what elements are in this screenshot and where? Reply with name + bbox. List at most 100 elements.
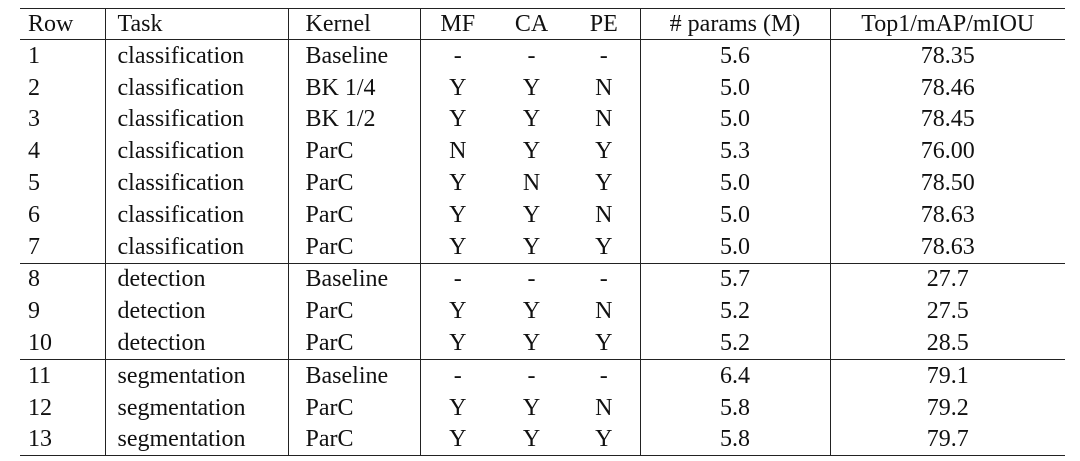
header-cell: Top1/mAP/mIOU: [830, 8, 1065, 40]
table-cell: segmentation: [105, 359, 289, 392]
table-cell: 5.8: [640, 391, 831, 424]
table-cell: N: [568, 295, 641, 328]
table-cell: -: [453, 42, 462, 69]
table-cell: 5.2: [640, 327, 831, 360]
table-cell: N: [449, 138, 467, 165]
table-row: 7 classification ParC Y Y Y 5.0 78.63: [20, 230, 1065, 264]
table-cell: detection: [105, 263, 289, 296]
table-row: 4 classification ParC N Y Y 5.3 76.00: [20, 135, 1065, 168]
table-row: 2 classification BK 1/4 Y Y N 5.0 78.46: [20, 71, 1065, 104]
table-cell: ParC: [288, 167, 421, 199]
table-cell: -: [527, 266, 536, 293]
table-cell: -: [527, 42, 536, 69]
table-cell: 5.2: [640, 295, 831, 328]
table-cell: detection: [105, 295, 289, 328]
table-cell: 9: [20, 295, 106, 328]
table-cell: 78.63: [830, 230, 1065, 264]
table-cell: 79.1: [926, 362, 969, 389]
table-cell: 5.3: [640, 135, 831, 168]
table-cell: -: [453, 266, 462, 293]
table-cell: N: [522, 170, 541, 197]
header-cell: Kernel: [288, 8, 421, 40]
table-cell: ParC: [288, 391, 421, 424]
table-cell: Baseline: [288, 39, 421, 72]
table-cell: Y: [449, 74, 467, 101]
table-cell: classification: [105, 230, 289, 264]
table-cell: classification: [105, 198, 289, 231]
table-cell: ParC: [288, 295, 421, 328]
table-row: 13 segmentation ParC Y Y Y 5.8 79.7: [20, 423, 1065, 457]
table-cell: 78.63: [920, 201, 975, 228]
table-row: 8 detection Baseline - - -5.7 27.7: [20, 263, 1065, 296]
table-cell: Y: [522, 106, 541, 133]
table-cell: 6: [20, 198, 106, 231]
table-cell: 4: [20, 135, 106, 168]
table-cell: 78.45: [920, 106, 975, 133]
table-cell: 8: [20, 263, 106, 296]
table-cell: Y: [495, 327, 568, 360]
header-cell: MF: [420, 8, 495, 40]
table-cell: 79.2: [926, 394, 969, 421]
table-cell: 5: [20, 167, 106, 199]
table-cell: 11: [20, 359, 106, 392]
table-header: Row Task Kernel MF CA PE # params (M) Top1/mAP/…: [20, 8, 1065, 40]
table-cell: 76.00: [920, 138, 975, 165]
header-row: Row Task Kernel MF CA PE # params (M) Top1/mAP/…: [20, 8, 1065, 40]
table-cell: Y: [449, 201, 467, 228]
header-cell: PE: [568, 8, 641, 40]
table-cell: 6.4: [640, 359, 831, 392]
table-cell: 78.35: [920, 42, 975, 69]
table-body: 1 classification Baseline - - -5.6 78.35 2 class…: [20, 39, 1065, 457]
table-cell: Y: [449, 394, 467, 421]
header-cell: Task: [105, 8, 289, 40]
table-cell: Y: [420, 423, 495, 457]
table-cell: Y: [568, 327, 641, 360]
table-cell: Y: [568, 135, 641, 168]
table-cell: BK 1/4: [288, 71, 421, 104]
table-cell: Y: [522, 138, 541, 165]
table-cell: Y: [522, 394, 541, 421]
header-cell: CA: [495, 8, 568, 40]
table-cell: 5.0: [640, 103, 831, 136]
table-row: 10 detection ParC Y Y Y 5.2 28.5: [20, 327, 1065, 360]
table-cell: N: [568, 198, 641, 231]
table-cell: classification: [105, 135, 289, 168]
table-cell: 5.8: [640, 423, 831, 457]
table-row: 11 segmentation Baseline - - -6.4 79.1: [20, 359, 1065, 392]
table-cell: 5.0: [640, 230, 831, 264]
table-cell: Y: [420, 327, 495, 360]
table-row: 1 classification Baseline - - -5.6 78.35: [20, 39, 1065, 72]
table-cell: 13: [20, 423, 106, 457]
table-row: 3 classification BK 1/2 Y Y N 5.0 78.45: [20, 103, 1065, 136]
table-cell: Y: [495, 230, 568, 264]
table-cell: Y: [495, 423, 568, 457]
table-cell: 5.7: [640, 263, 831, 296]
table-cell: 3: [20, 103, 106, 136]
table-cell: -: [568, 39, 641, 72]
table-cell: 79.7: [830, 423, 1065, 457]
table-cell: 28.5: [830, 327, 1065, 360]
table-cell: Y: [449, 298, 467, 325]
table-cell: classification: [105, 39, 289, 72]
table-cell: ParC: [288, 327, 421, 360]
table-row: 6 classification ParC Y Y N 5.0 78.63: [20, 198, 1065, 231]
table-cell: Y: [522, 298, 541, 325]
table-cell: 5.0: [640, 167, 831, 199]
table-cell: Y: [449, 170, 467, 197]
table-cell: 78.50: [920, 170, 975, 197]
table-cell: 7: [20, 230, 106, 264]
table-cell: 27.5: [926, 298, 969, 325]
table-cell: classification: [105, 71, 289, 104]
table-cell: classification: [105, 103, 289, 136]
table-cell: 27.7: [926, 266, 969, 293]
table-cell: 12: [20, 391, 106, 424]
table-cell: Y: [568, 423, 641, 457]
table-cell: segmentation: [105, 391, 289, 424]
table-row: 9 detection ParC Y Y N 5.2 27.5: [20, 295, 1065, 328]
table-cell: Y: [420, 230, 495, 264]
table-cell: ParC: [288, 423, 421, 457]
table-cell: 5.6: [640, 39, 831, 72]
header-cell: Row: [20, 8, 106, 40]
table-cell: Baseline: [288, 263, 421, 296]
table-cell: 1: [20, 39, 106, 72]
